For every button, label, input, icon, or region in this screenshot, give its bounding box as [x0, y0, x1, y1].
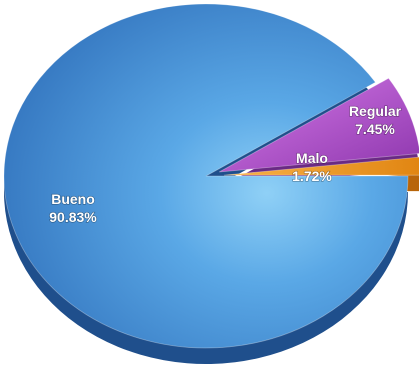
slice-value-malo: 1.72%	[292, 168, 332, 184]
slice-value-regular: 7.45%	[355, 121, 395, 137]
slice-label-regular: Regular	[349, 103, 402, 119]
slice-regular	[218, 77, 419, 173]
slice-value-bueno: 90.83%	[49, 209, 97, 225]
slice-malo	[223, 156, 419, 176]
slice-bueno	[3, 3, 409, 349]
pie-labels: Bueno 90.83% Regular 7.45% Malo 1.72%	[49, 102, 403, 225]
pie-slices	[3, 3, 419, 349]
slice-label-bueno: Bueno	[51, 191, 95, 207]
slice-label-malo: Malo	[296, 150, 328, 166]
